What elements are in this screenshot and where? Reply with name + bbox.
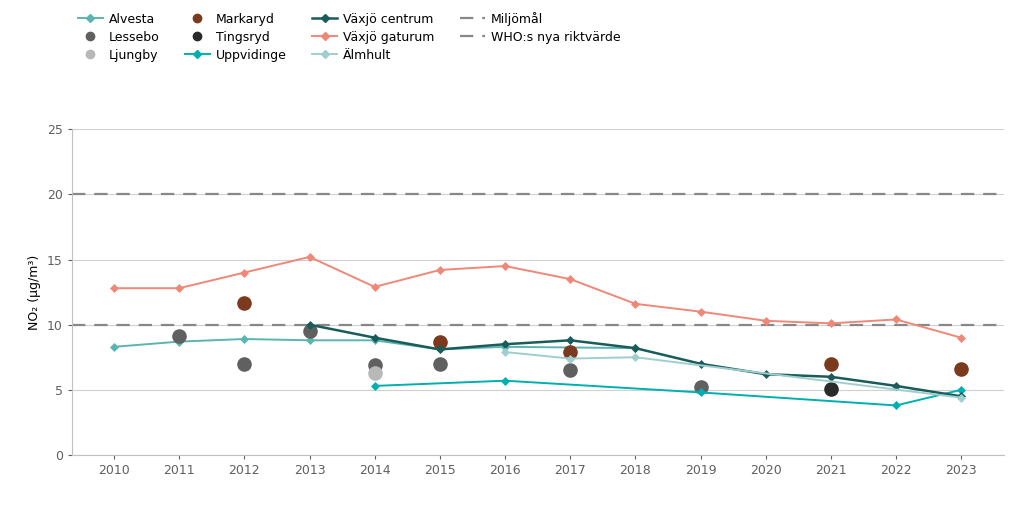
Legend: Alvesta, Lessebo, Ljungby, Markaryd, Tingsryd, Uppvidinge, Växjö centrum, Växjö : Alvesta, Lessebo, Ljungby, Markaryd, Tin… <box>78 12 621 62</box>
Point <box>822 360 839 368</box>
Point <box>432 338 449 346</box>
Point <box>237 360 253 368</box>
Point <box>692 383 709 391</box>
Y-axis label: NO₂ (µg/m³): NO₂ (µg/m³) <box>29 254 41 330</box>
Point <box>171 332 187 341</box>
Point <box>953 365 970 373</box>
Point <box>367 361 383 369</box>
Point <box>562 348 579 356</box>
Point <box>367 369 383 377</box>
Point <box>822 384 839 392</box>
Point <box>301 327 317 336</box>
Point <box>562 366 579 374</box>
Point <box>432 360 449 368</box>
Point <box>237 298 253 307</box>
